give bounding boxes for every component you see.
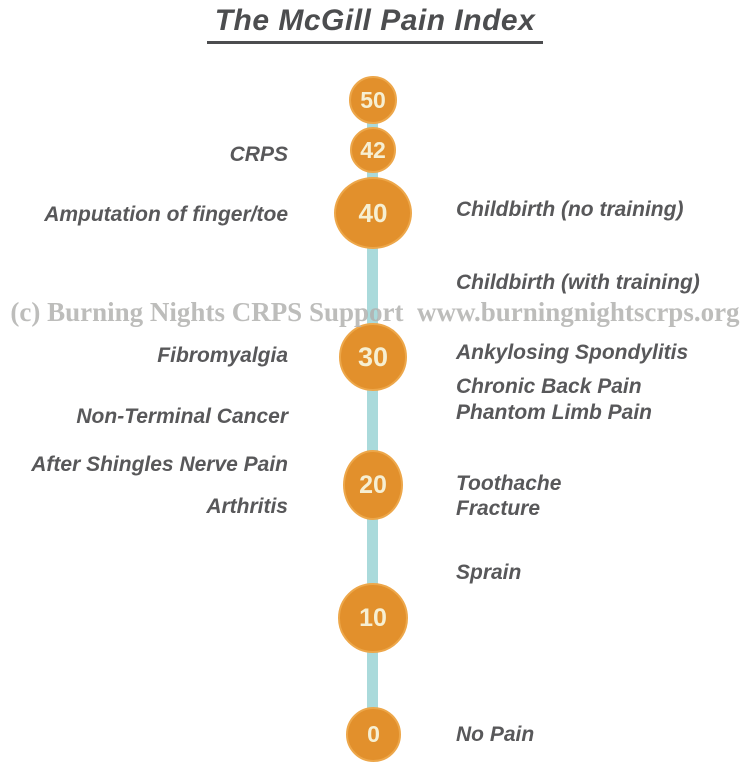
- condition-label-phantom-limb-pain: Phantom Limb Pain: [456, 401, 653, 424]
- condition-label-non-terminal-cancer: Non-Terminal Cancer: [76, 405, 288, 428]
- condition-label-childbirth-with-training: Childbirth (with training): [456, 271, 700, 294]
- scale-node-40: 40: [334, 177, 412, 249]
- condition-label-no-pain: No Pain: [456, 723, 535, 746]
- scale-node-50: 50: [349, 76, 397, 124]
- scale-node-0: 0: [346, 707, 401, 762]
- scale-node-20: 20: [343, 450, 403, 520]
- condition-label-fracture: Fracture: [456, 497, 541, 520]
- scale-node-30: 30: [339, 323, 407, 391]
- title-container: The McGill Pain Index: [0, 4, 750, 44]
- scale-node-42: 42: [350, 127, 396, 173]
- scale-node-10: 10: [338, 583, 408, 653]
- condition-label-after-shingles-nerve-pain: After Shingles Nerve Pain: [31, 453, 288, 476]
- condition-label-arthritis: Arthritis: [206, 495, 288, 518]
- condition-label-amputation-finger-toe: Amputation of finger/toe: [44, 203, 288, 226]
- watermark-text: (c) Burning Nights CRPS Support www.burn…: [10, 297, 740, 327]
- condition-label-childbirth-no-training: Childbirth (no training): [456, 198, 684, 221]
- condition-label-sprain: Sprain: [456, 561, 522, 584]
- condition-label-chronic-back-pain: Chronic Back Pain: [456, 375, 642, 398]
- chart-title: The McGill Pain Index: [206, 4, 544, 44]
- pain-scale-line: [367, 100, 378, 736]
- condition-label-toothache: Toothache: [456, 472, 562, 495]
- condition-label-fibromyalgia: Fibromyalgia: [157, 344, 288, 367]
- condition-label-ankylosing-spondylitis: Ankylosing Spondylitis: [456, 341, 689, 364]
- condition-label-crps: CRPS: [229, 143, 288, 166]
